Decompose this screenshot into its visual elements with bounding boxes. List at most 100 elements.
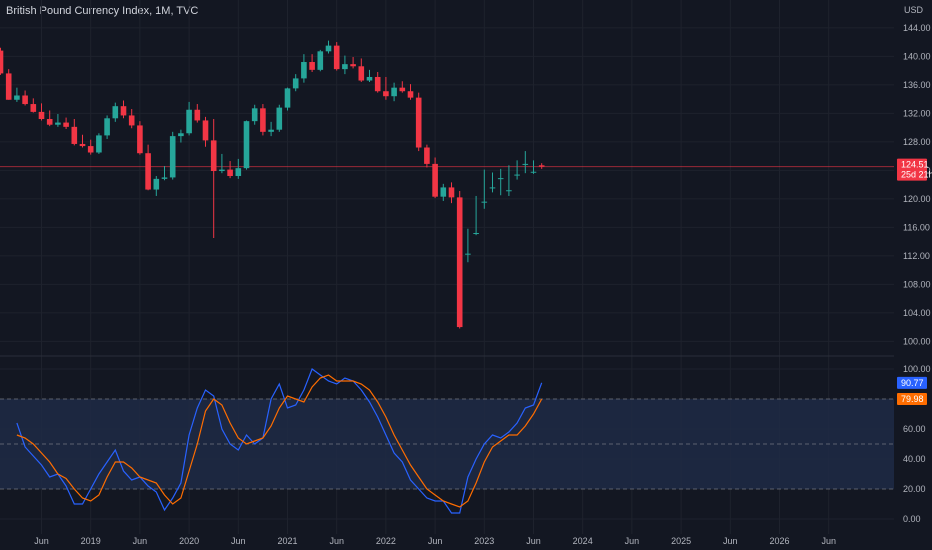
candle-body [292, 78, 299, 89]
candlestick-series[interactable] [0, 40, 545, 329]
candle[interactable] [79, 134, 86, 148]
price-axis[interactable]: 144.00140.00136.00132.00128.00124.00120.… [903, 23, 931, 347]
candle[interactable] [358, 58, 365, 82]
candle-body [284, 88, 291, 108]
candle[interactable] [268, 121, 274, 137]
candle[interactable] [522, 151, 529, 174]
candle-body [358, 66, 365, 81]
candle[interactable] [63, 117, 69, 129]
oscillator-d-line[interactable] [16, 374, 543, 508]
candle[interactable] [292, 74, 299, 92]
candle[interactable] [251, 104, 258, 125]
candle-body [96, 135, 102, 153]
candle-body [38, 111, 45, 120]
candle[interactable] [153, 176, 160, 196]
candle-body [481, 201, 488, 203]
candle-body [202, 120, 209, 141]
candle[interactable] [227, 161, 233, 179]
candle[interactable] [235, 158, 242, 179]
candle[interactable] [415, 92, 422, 152]
candle[interactable] [22, 90, 28, 106]
candle[interactable] [383, 76, 389, 100]
candle[interactable] [87, 139, 94, 155]
candle[interactable] [325, 40, 332, 54]
candle-body [407, 91, 414, 98]
candle[interactable] [71, 119, 78, 146]
candle[interactable] [276, 104, 283, 132]
candle[interactable] [0, 47, 4, 75]
oscillator-lines[interactable] [16, 368, 543, 514]
candle[interactable] [374, 71, 381, 93]
candle[interactable] [96, 133, 102, 154]
candle[interactable] [366, 69, 373, 82]
candle-body [186, 109, 192, 134]
price-tick-label: 128.00 [903, 137, 931, 147]
candle[interactable] [506, 165, 512, 196]
candle[interactable] [465, 228, 471, 263]
candle[interactable] [284, 87, 291, 111]
candle[interactable] [128, 109, 135, 129]
candle[interactable] [260, 104, 266, 136]
candle[interactable] [489, 172, 496, 193]
candle-body [22, 95, 28, 105]
candle[interactable] [309, 54, 315, 72]
candle[interactable] [120, 100, 127, 119]
candle[interactable] [14, 87, 20, 102]
candle[interactable] [317, 49, 324, 72]
oscillator-k-line[interactable] [16, 368, 543, 514]
candle[interactable] [194, 104, 201, 123]
candle[interactable] [530, 160, 537, 174]
candle[interactable] [55, 114, 61, 127]
candle[interactable] [104, 115, 110, 139]
candle[interactable] [350, 57, 356, 69]
candle[interactable] [186, 101, 192, 136]
candle[interactable] [391, 82, 397, 102]
candle[interactable] [342, 55, 348, 75]
candle[interactable] [219, 153, 225, 174]
candle[interactable] [137, 121, 143, 155]
candle-body [456, 197, 463, 328]
time-tick-label: Jun [133, 536, 148, 546]
candle-body [522, 163, 529, 165]
candle-body [448, 187, 455, 198]
candle[interactable] [407, 84, 414, 100]
candle[interactable] [38, 103, 45, 121]
candle[interactable] [5, 69, 12, 100]
candle[interactable] [210, 119, 217, 238]
candle-body [514, 174, 520, 176]
candle[interactable] [432, 157, 438, 199]
candle[interactable] [333, 42, 340, 71]
candle[interactable] [424, 144, 430, 168]
candle[interactable] [169, 131, 176, 180]
candle[interactable] [473, 195, 479, 236]
candle[interactable] [161, 166, 168, 181]
candle[interactable] [145, 144, 151, 191]
oscillator-tick-label: 20.00 [903, 484, 926, 494]
candle-body [489, 187, 496, 189]
candle[interactable] [448, 182, 455, 204]
candle[interactable] [514, 160, 520, 180]
candle[interactable] [456, 190, 463, 329]
candle-body [210, 140, 217, 172]
candle-body [333, 45, 340, 70]
candle[interactable] [46, 110, 53, 127]
candle[interactable] [243, 120, 250, 170]
candle[interactable] [112, 102, 119, 122]
candle[interactable] [178, 129, 184, 143]
candle-body [0, 50, 4, 74]
candle[interactable] [538, 163, 545, 169]
candle-body [194, 109, 201, 121]
time-axis[interactable]: Jun 2019 Jun 2020 Jun 2021 Jun 2022 Jun 2023 Jun 20… [34, 536, 836, 546]
candle[interactable] [202, 116, 209, 147]
candle[interactable] [30, 98, 37, 113]
price-tick-label: 116.00 [903, 222, 930, 232]
candle[interactable] [301, 54, 307, 83]
time-tick-label: Jun [231, 536, 246, 546]
candle[interactable] [481, 169, 488, 209]
candle-body [219, 169, 225, 172]
candle[interactable] [497, 168, 504, 196]
candle[interactable] [399, 81, 406, 93]
candle[interactable] [440, 183, 447, 201]
candle-body [104, 118, 110, 136]
